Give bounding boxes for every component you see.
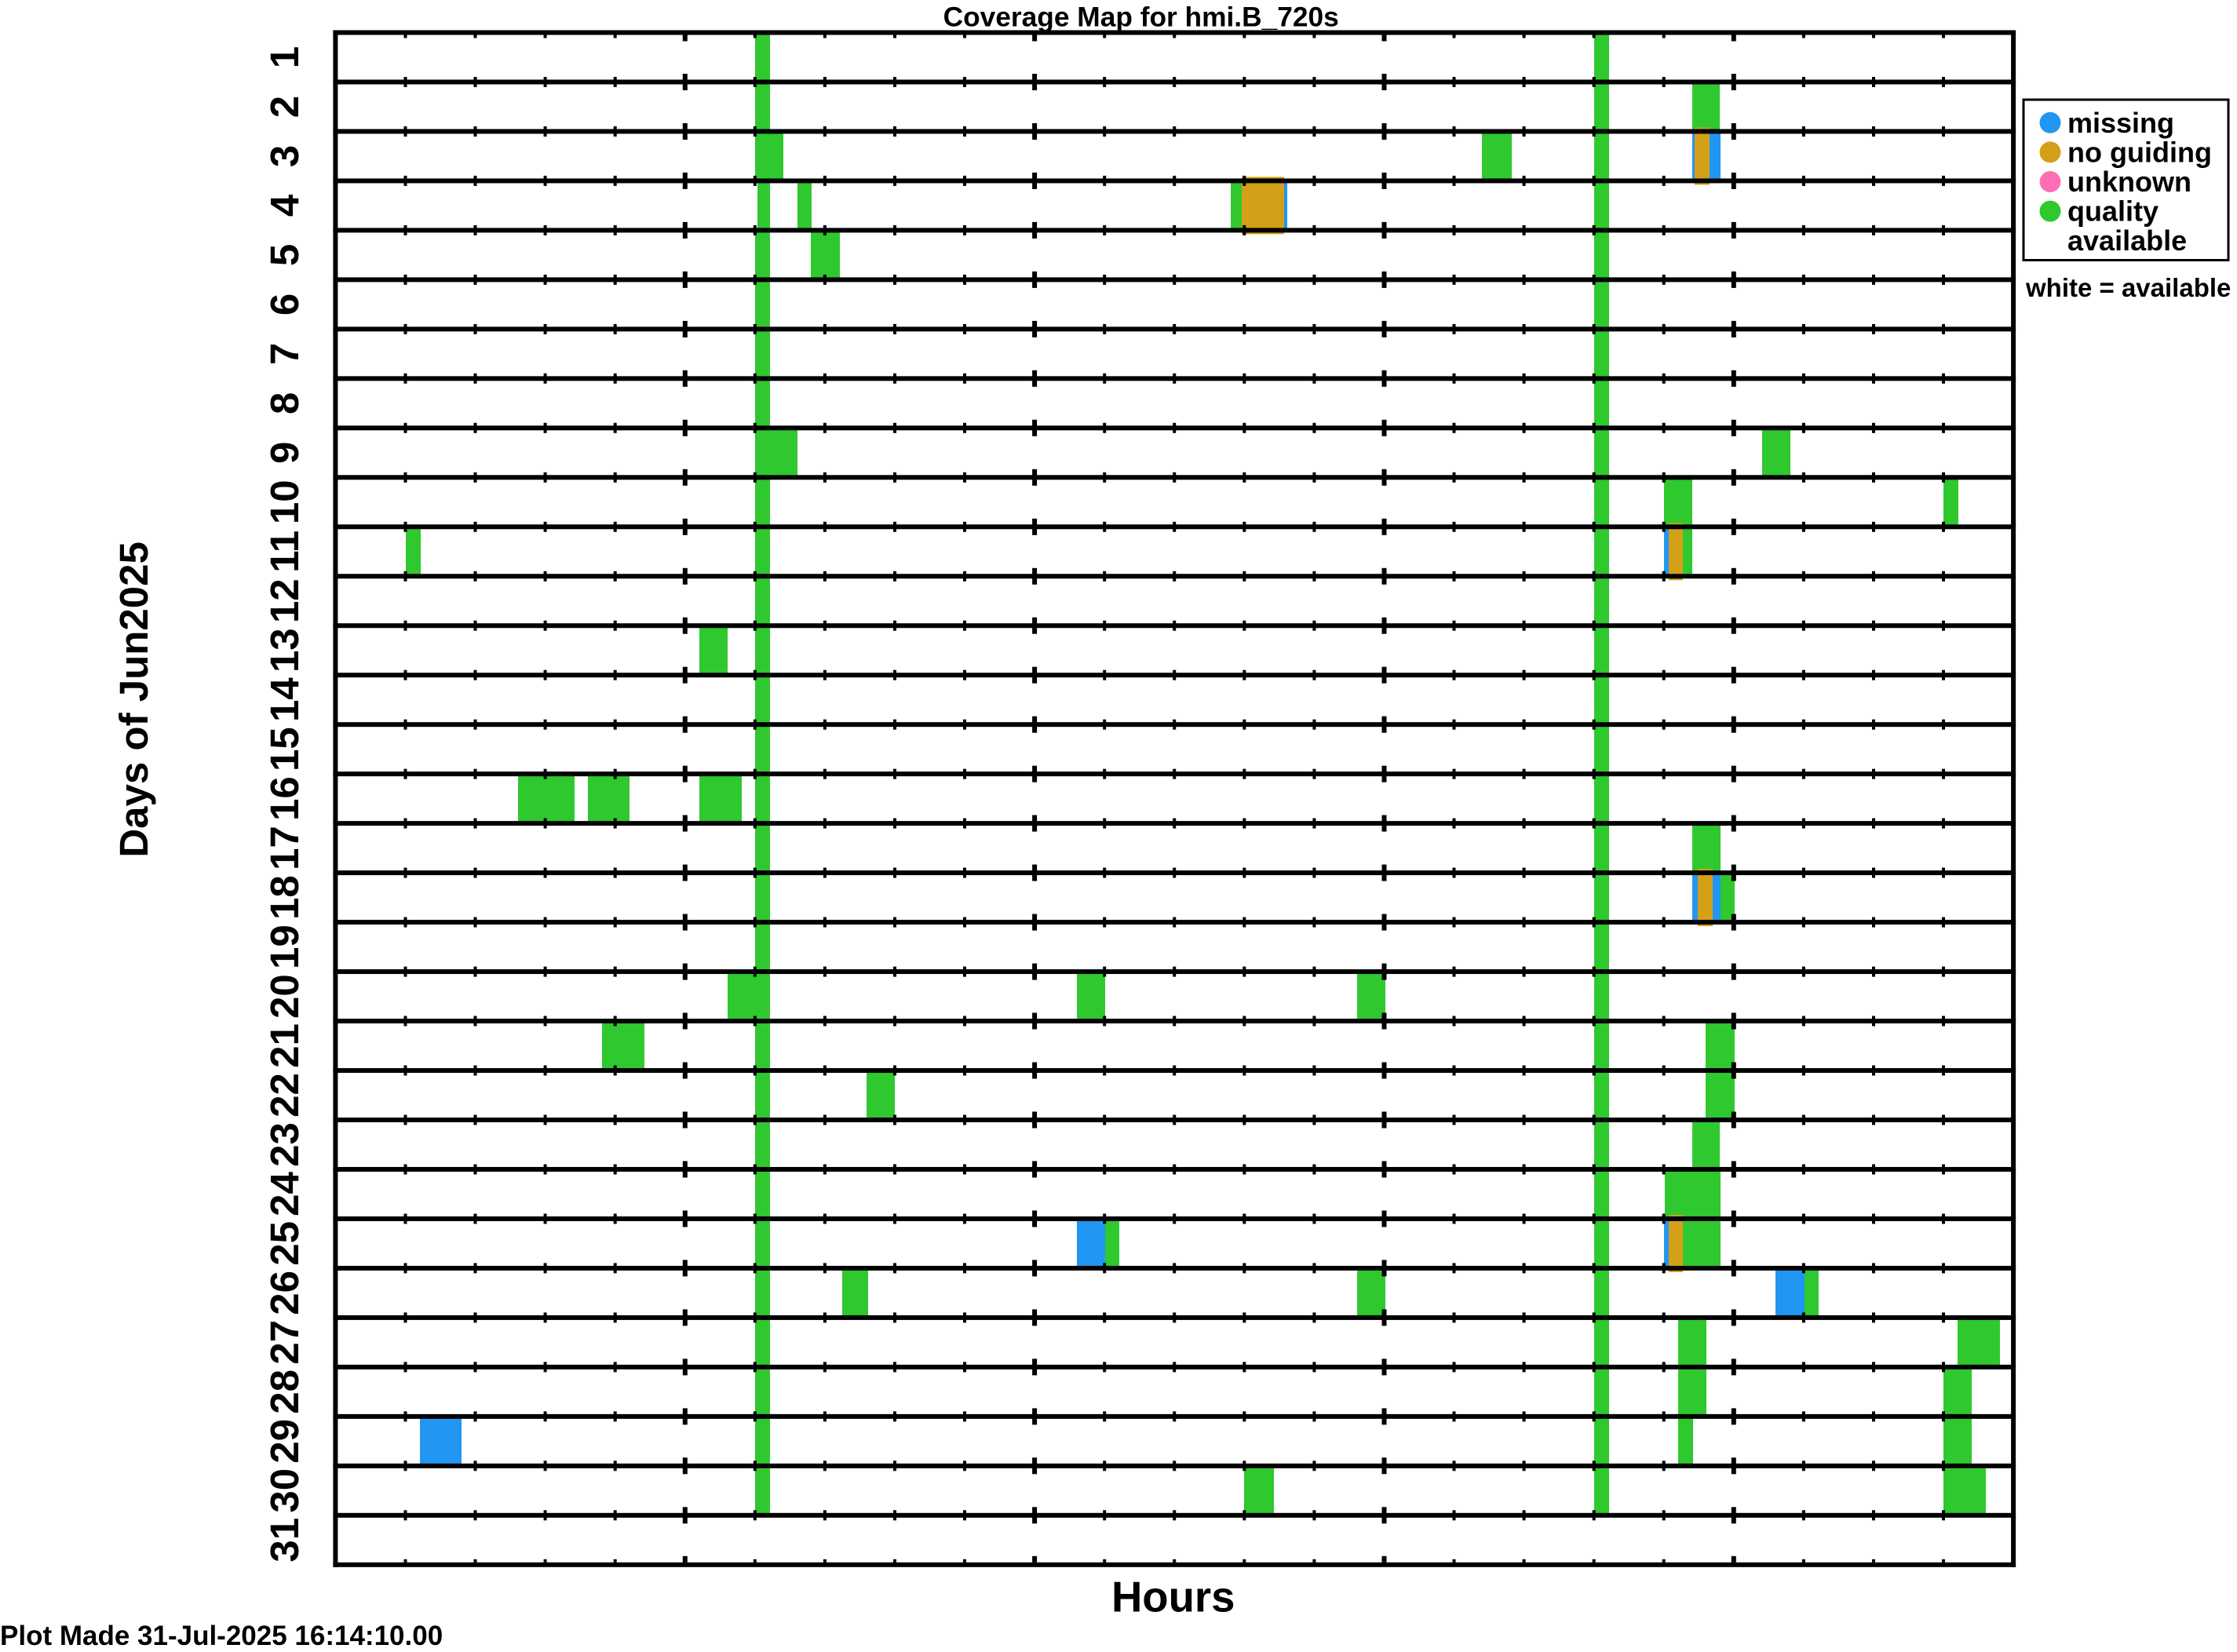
svg-text:13: 13 [262, 628, 307, 673]
svg-text:5: 5 [262, 244, 307, 266]
svg-text:Plot Made 31-Jul-2025 16:14:10: Plot Made 31-Jul-2025 16:14:10.00 [0, 1621, 443, 1648]
svg-text:25: 25 [262, 1221, 307, 1266]
svg-text:1: 1 [262, 46, 307, 68]
svg-text:24: 24 [262, 1172, 307, 1216]
svg-text:30: 30 [262, 1468, 307, 1513]
svg-text:8: 8 [262, 392, 307, 414]
svg-text:19: 19 [262, 924, 307, 969]
svg-text:18: 18 [262, 875, 307, 920]
svg-text:28: 28 [262, 1369, 307, 1414]
svg-text:7: 7 [262, 343, 307, 365]
svg-text:22: 22 [262, 1073, 307, 1118]
svg-text:27: 27 [262, 1320, 307, 1365]
svg-text:16: 16 [262, 776, 307, 821]
svg-text:14: 14 [262, 677, 307, 722]
svg-text:15: 15 [262, 727, 307, 771]
svg-text:23: 23 [262, 1122, 307, 1167]
svg-text:2: 2 [262, 96, 307, 118]
svg-text:6: 6 [262, 294, 307, 315]
svg-text:4: 4 [262, 194, 307, 217]
svg-text:21: 21 [262, 1023, 307, 1068]
svg-text:3: 3 [262, 145, 307, 167]
svg-text:unknown: unknown [2067, 166, 2191, 198]
svg-text:26: 26 [262, 1271, 307, 1315]
svg-text:Days of Jun2025: Days of Jun2025 [111, 542, 156, 858]
svg-text:12: 12 [262, 578, 307, 623]
svg-text:17: 17 [262, 826, 307, 870]
svg-text:9: 9 [262, 442, 307, 464]
svg-text:29: 29 [262, 1419, 307, 1464]
svg-text:available: available [2067, 224, 2187, 257]
svg-text:11: 11 [262, 531, 307, 573]
svg-text:31: 31 [262, 1518, 307, 1563]
svg-text:missing: missing [2067, 107, 2174, 139]
svg-text:10: 10 [262, 480, 307, 524]
svg-text:Hours: Hours [1111, 1574, 1235, 1621]
svg-text:Coverage Map for hmi.B_720s: Coverage Map for hmi.B_720s [943, 2, 1339, 33]
svg-text:20: 20 [262, 974, 307, 1019]
svg-text:quality: quality [2067, 195, 2159, 228]
svg-text:white = available: white = available [2025, 273, 2231, 302]
svg-text:no guiding: no guiding [2067, 136, 2212, 168]
